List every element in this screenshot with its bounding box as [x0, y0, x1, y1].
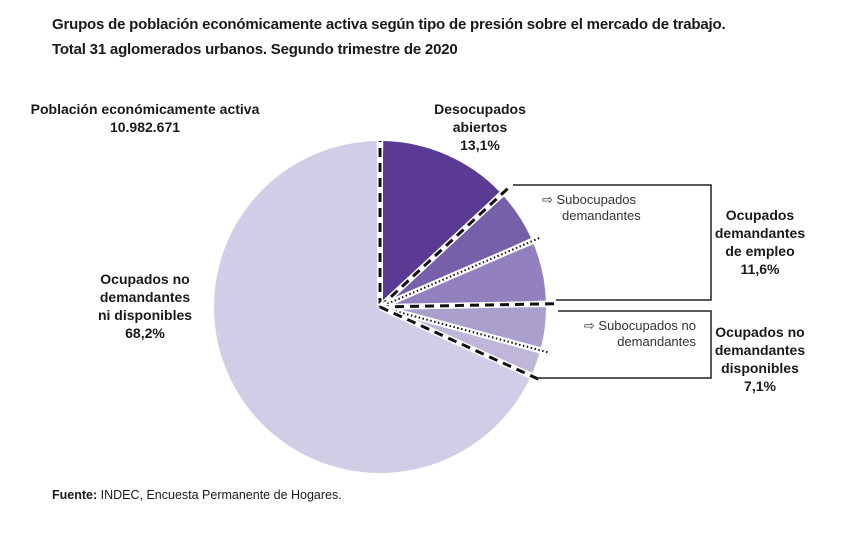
bracket-disponibles: [536, 310, 712, 379]
separator-gap: [377, 186, 510, 310]
label-line: ni disponibles: [97, 307, 193, 323]
label-line: Ocupados no: [715, 324, 805, 340]
separator-gap: [378, 304, 540, 382]
label-line: Subocupados no: [598, 318, 696, 333]
label-value: 11,6%: [740, 261, 780, 277]
label-line: demandantes: [714, 225, 806, 241]
label-line: demandantes: [714, 342, 806, 358]
label-desocupados: Desocupados abiertos 13,1%: [415, 100, 545, 154]
total-label-text: Población económicamente activa: [30, 101, 260, 117]
chart-title: Grupos de población económicamente activ…: [52, 12, 726, 62]
label-line: abiertos: [452, 119, 508, 135]
label-value: 7,1%: [744, 378, 776, 394]
label-demandantes: Ocupados demandantes de empleo 11,6%: [700, 206, 820, 278]
title-line-1: Grupos de población económicamente activ…: [52, 16, 726, 33]
arrow-right-icon: ⇨: [583, 318, 599, 333]
label-line: Desocupados: [434, 101, 526, 117]
label-value: 68,2%: [125, 325, 165, 341]
source-note: Fuente: INDEC, Encuesta Permanente de Ho…: [52, 488, 342, 502]
title-line-2: Total 31 aglomerados urbanos. Segundo tr…: [52, 41, 458, 58]
label-line: disponibles: [721, 360, 799, 376]
total-label: Población económicamente activa 10.982.6…: [20, 100, 270, 136]
label-value: 13,1%: [460, 137, 500, 153]
label-line: Ocupados: [725, 207, 795, 223]
label-disponibles: Ocupados no demandantes disponibles 7,1%: [700, 323, 820, 395]
total-value: 10.982.671: [109, 119, 181, 135]
pie-slice: [380, 141, 500, 307]
separator-line: [379, 306, 549, 354]
label-line: demandantes: [562, 208, 641, 223]
label-line: Subocupados: [556, 192, 637, 207]
pie-slice: [213, 141, 530, 473]
source-text: INDEC, Encuesta Permanente de Hogares.: [97, 488, 342, 502]
pie-slice: [380, 196, 531, 307]
bracket-demandantes: [513, 184, 712, 301]
separator-line: [379, 236, 541, 308]
label-line: demandantes: [617, 334, 696, 349]
separator-gap: [379, 300, 555, 310]
label-sub-dem: ⇨ Subocupados demandantes: [542, 192, 641, 224]
source-label: Fuente:: [52, 488, 98, 502]
label-line: demandantes: [99, 289, 191, 305]
label-line: de empleo: [725, 243, 795, 259]
arrow-right-icon: ⇨: [542, 192, 557, 207]
label-no-disponibles: Ocupados no demandantes ni disponibles 6…: [75, 270, 215, 342]
label-line: Ocupados no: [100, 271, 190, 287]
label-sub-nodem: ⇨ Subocupados no demandantes: [568, 318, 696, 350]
